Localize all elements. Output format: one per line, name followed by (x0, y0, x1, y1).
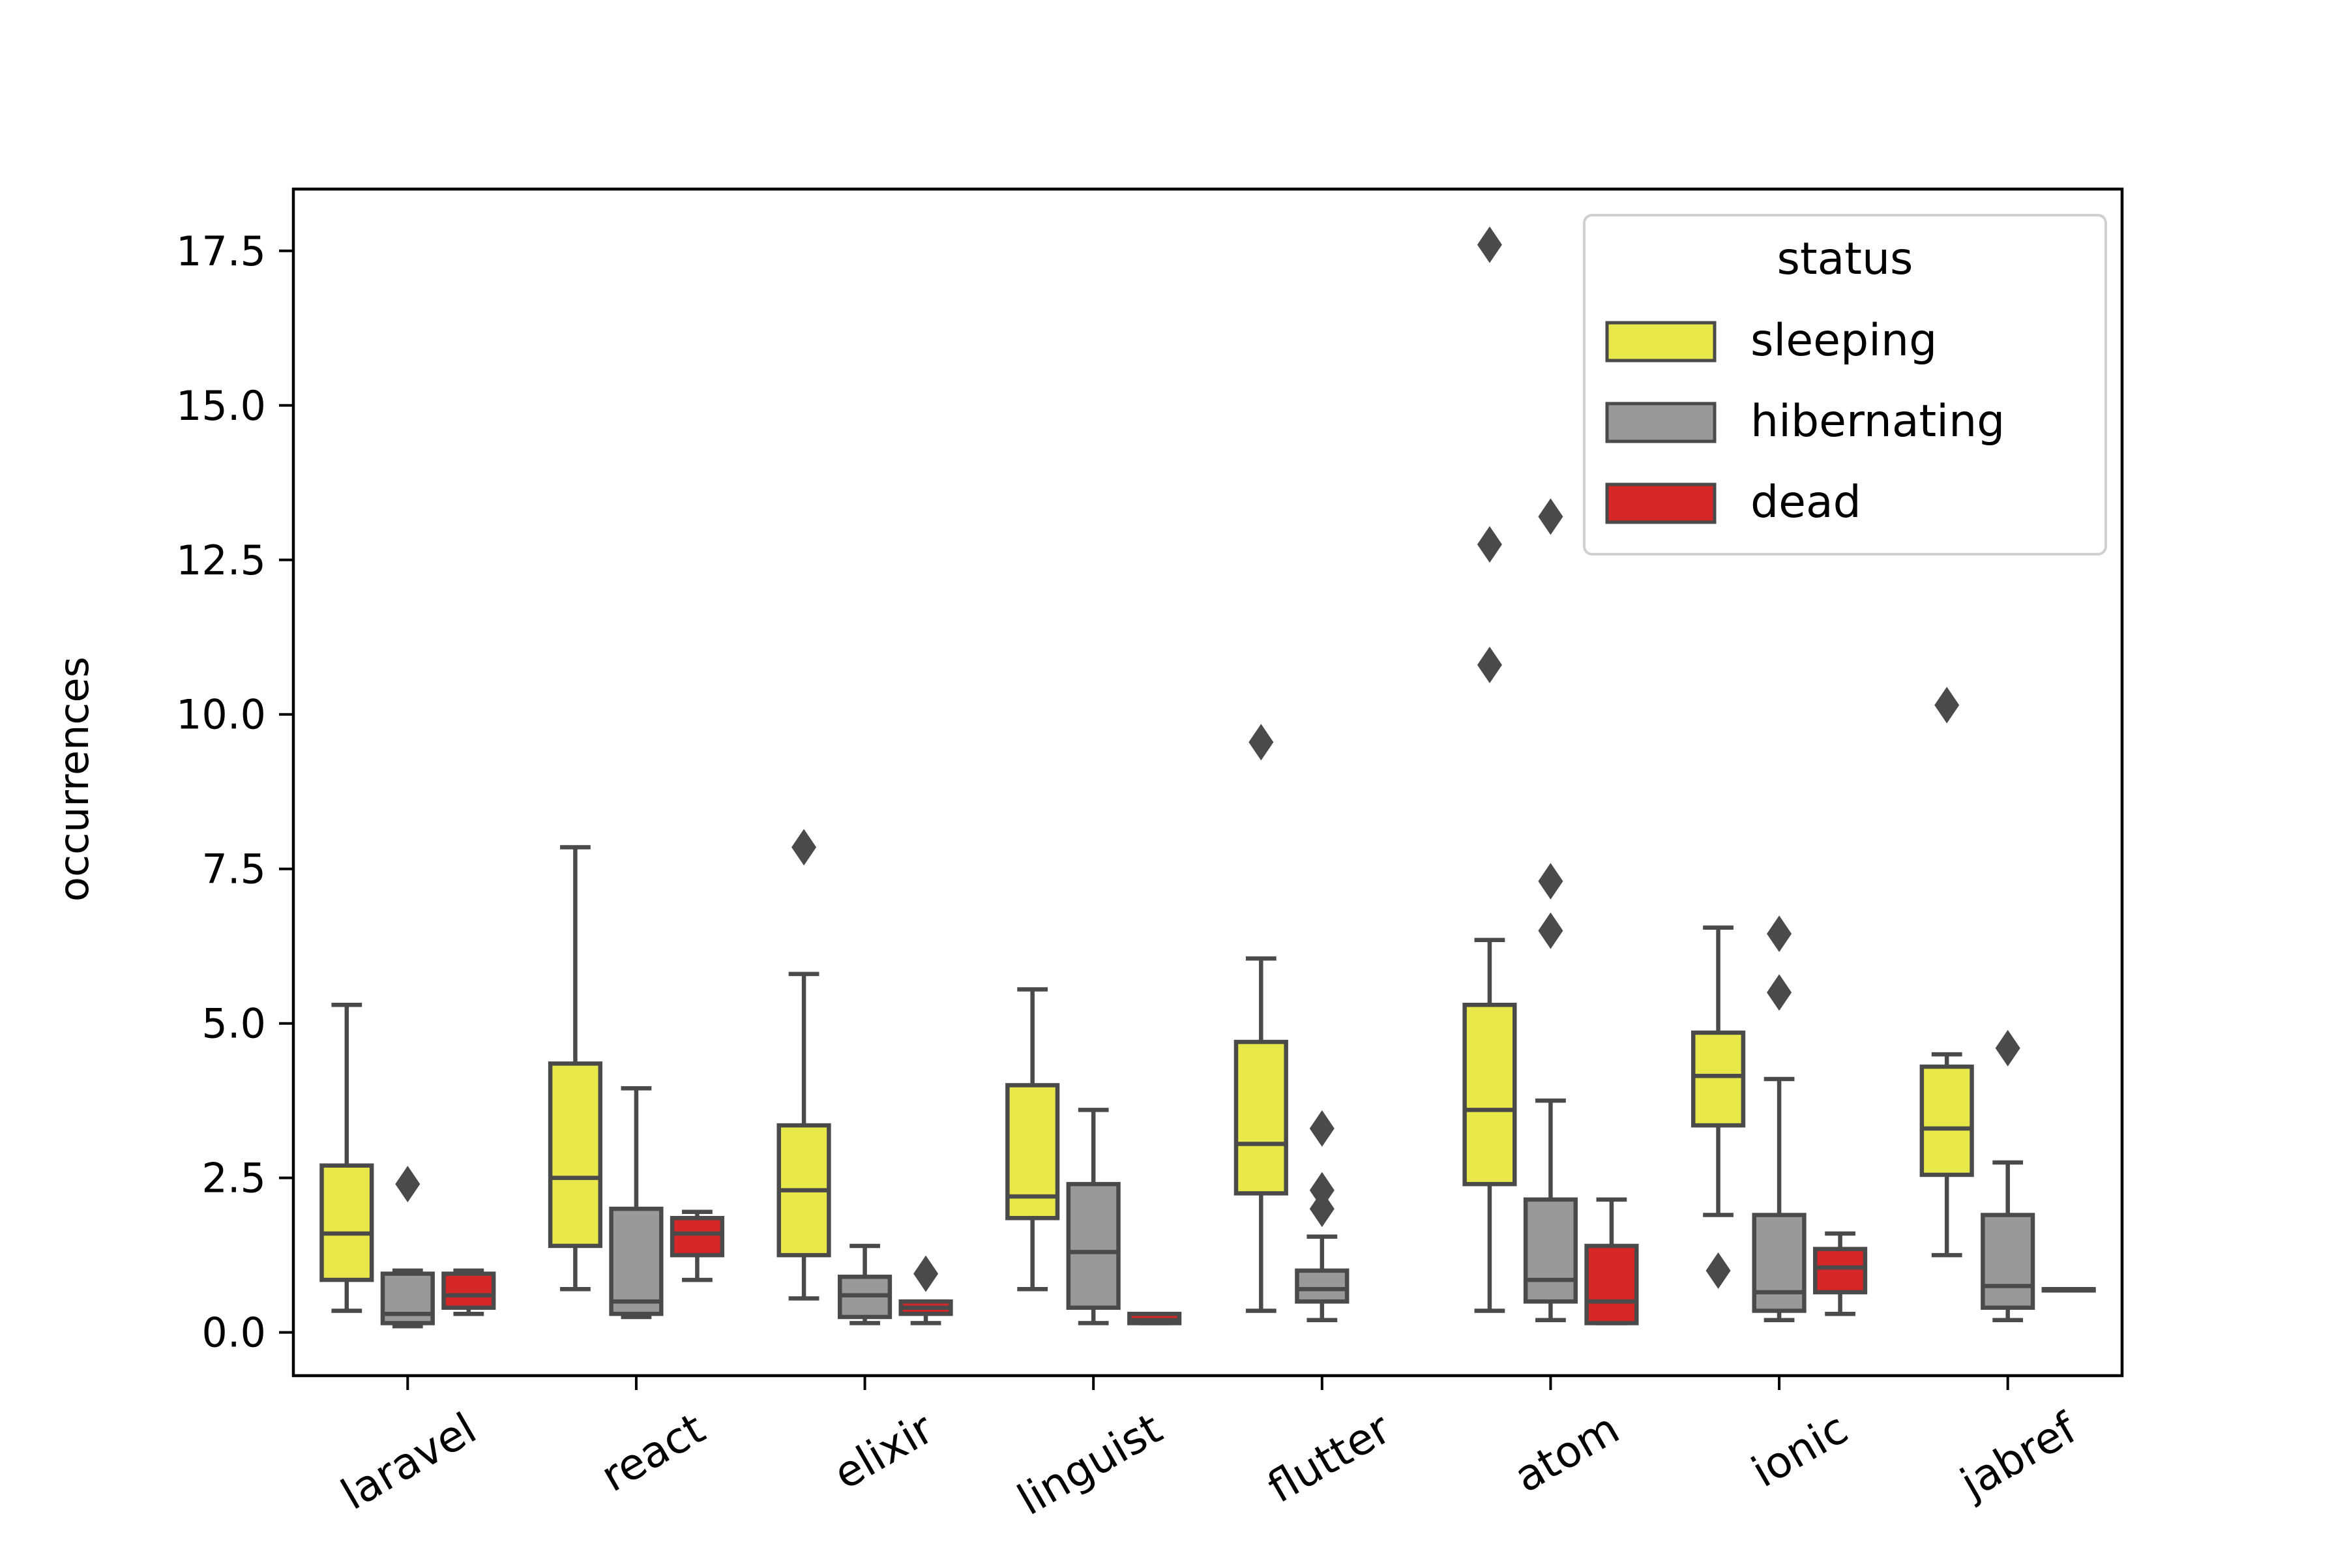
y-tick-label: 12.5 (176, 537, 266, 584)
legend-label: sleeping (1750, 315, 1937, 366)
box-dead (2041, 1287, 2096, 1293)
box-iqr (1233, 1039, 1288, 1196)
outlier-marker (1309, 1191, 1335, 1228)
box-sleeping (1005, 987, 1060, 1292)
box-dead (1812, 1231, 1868, 1316)
y-tick-label: 17.5 (176, 228, 266, 275)
box-iqr (1981, 1213, 2035, 1310)
y-tick-label: 10.0 (176, 691, 266, 739)
outlier-marker (791, 829, 817, 866)
box-sleeping (1233, 724, 1288, 1313)
outlier-marker (1934, 687, 1960, 724)
box-sleeping (1462, 226, 1517, 1313)
y-tick-label: 0.0 (201, 1309, 266, 1357)
box-iqr (1752, 1213, 1807, 1313)
legend-label: dead (1750, 477, 1861, 528)
y-tick-label: 7.5 (201, 846, 266, 893)
box-iqr (1812, 1247, 1868, 1295)
y-tick-label: 2.5 (201, 1155, 266, 1202)
box-hibernating (609, 1086, 664, 1320)
box-iqr (319, 1163, 374, 1282)
y-tick-label: 15.0 (176, 382, 266, 430)
outlier-marker (1995, 1029, 2020, 1067)
outlier-marker (1477, 646, 1502, 683)
box-dead (1127, 1311, 1182, 1325)
outlier-marker (1477, 226, 1502, 263)
outlier-marker (1538, 863, 1563, 900)
box-dead (898, 1255, 953, 1325)
legend-label: hibernating (1750, 396, 2005, 447)
box-sleeping (319, 1003, 374, 1313)
box-hibernating (1295, 1110, 1350, 1322)
legend-swatch (1605, 402, 1717, 443)
box-hibernating (1981, 1029, 2035, 1322)
legend-swatch (1605, 482, 1717, 524)
box-sleeping (1919, 687, 1974, 1258)
outlier-marker (395, 1166, 421, 1203)
box-sleeping (776, 829, 831, 1301)
legend-title: status (1777, 233, 1913, 285)
outlier-marker (1705, 1252, 1731, 1289)
y-axis-label: occurrences (50, 657, 98, 902)
outlier-marker (1309, 1172, 1335, 1209)
outlier-marker (1477, 526, 1502, 563)
box-hibernating (1066, 1108, 1121, 1325)
box-dead (1584, 1197, 1639, 1325)
box-iqr (441, 1271, 496, 1310)
outlier-marker (1538, 912, 1563, 949)
box-iqr (1462, 1003, 1517, 1187)
box-iqr (670, 1216, 725, 1258)
box-iqr (1066, 1181, 1121, 1310)
box-iqr (1919, 1064, 1974, 1177)
box-hibernating (1752, 915, 1807, 1322)
box-iqr (609, 1206, 664, 1316)
box-sleeping (548, 845, 603, 1292)
box-iqr (1584, 1243, 1639, 1325)
box-iqr (548, 1061, 603, 1249)
outlier-marker (1309, 1110, 1335, 1147)
legend: status sleeping hibernating dead (1583, 214, 2107, 555)
legend-swatch (1605, 321, 1717, 362)
box-sleeping (1690, 925, 1746, 1289)
box-dead (441, 1268, 496, 1316)
outlier-marker (1538, 498, 1563, 535)
axes-frame (291, 187, 2124, 1378)
box-hibernating (380, 1166, 435, 1329)
outlier-marker (1767, 915, 1792, 953)
outlier-marker (1248, 724, 1274, 761)
box-dead (670, 1209, 725, 1282)
outlier-marker (913, 1255, 939, 1292)
box-iqr (1523, 1197, 1578, 1304)
legend-frame (1583, 214, 2107, 555)
box-iqr (1690, 1030, 1746, 1128)
outlier-marker (1767, 974, 1792, 1011)
box-hibernating (1523, 498, 1578, 1322)
box-hibernating (837, 1243, 893, 1325)
box-iqr (1295, 1268, 1350, 1304)
y-tick-label: 5.0 (201, 1000, 266, 1048)
